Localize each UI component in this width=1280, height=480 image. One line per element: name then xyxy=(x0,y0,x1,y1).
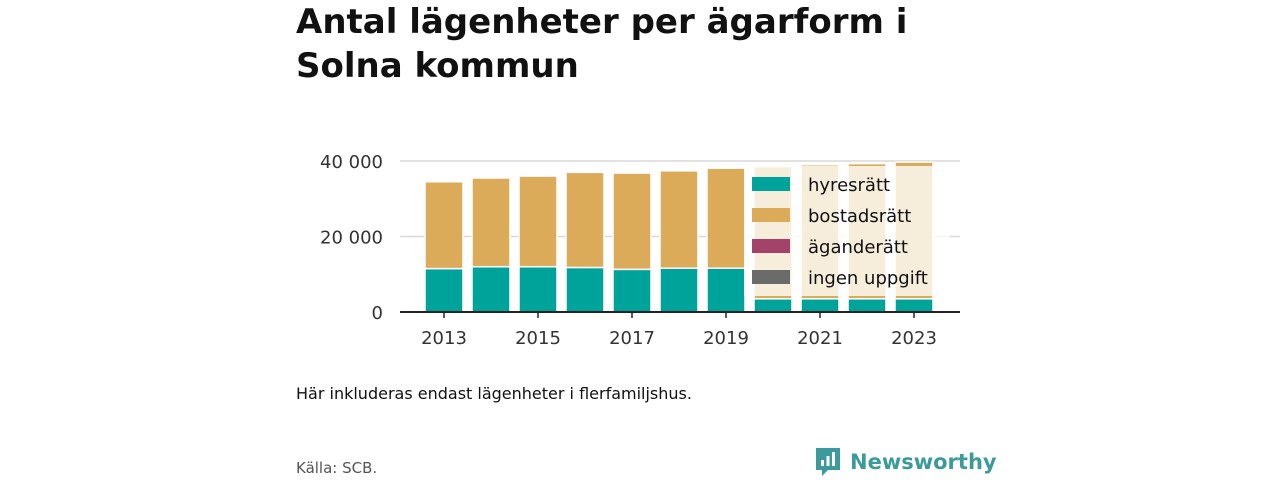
bar-segment xyxy=(471,177,511,268)
y-tick-label: 40 000 xyxy=(320,152,383,173)
legend-label: ingen uppgift xyxy=(808,268,928,289)
legend-swatch xyxy=(752,208,790,222)
chart-note: Här inkluderas endast lägenheter i flerf… xyxy=(296,384,692,403)
y-tick-label: 20 000 xyxy=(320,228,383,249)
chart-title: Antal lägenheter per ägarform i Solna ko… xyxy=(296,2,908,86)
bar-segment xyxy=(800,298,840,313)
x-tick-label: 2019 xyxy=(703,328,749,349)
newsworthy-logo-icon xyxy=(816,448,840,476)
y-tick-label: 0 xyxy=(372,303,383,324)
bar-segment xyxy=(424,181,464,270)
bar-segment xyxy=(847,298,887,313)
bar-segment xyxy=(753,298,793,313)
bar-segment xyxy=(659,267,699,313)
axes: 2013 2015 2017 2019 2021 2023 xyxy=(400,311,960,349)
bar-segment xyxy=(565,266,605,313)
source-text: Källa: SCB. xyxy=(296,459,378,477)
x-tick-label: 2021 xyxy=(797,328,843,349)
legend-swatch xyxy=(752,239,790,253)
legend-label: hyresrätt xyxy=(808,175,890,196)
newsworthy-logo: Newsworthy xyxy=(814,446,997,478)
x-tick-label: 2013 xyxy=(421,328,467,349)
bar-segment xyxy=(518,175,558,268)
x-tick-label: 2017 xyxy=(609,328,655,349)
bar-segment xyxy=(894,298,934,313)
bar-segment xyxy=(424,267,464,313)
legend: hyresrätt bostadsrätt äganderätt ingen uppg… xyxy=(744,166,950,296)
bar-segment xyxy=(565,171,605,269)
legend-label: bostadsrätt xyxy=(808,206,911,227)
legend-swatch xyxy=(752,270,790,284)
stacked-bar-chart: 0 20 000 40 000 2013 2015 2017 2019 2021 2023 h… xyxy=(320,152,960,349)
legend-swatch xyxy=(752,177,790,191)
bar-segment xyxy=(612,268,652,313)
bar-segment xyxy=(706,267,746,313)
bar-segment xyxy=(706,167,746,269)
bar-segment xyxy=(518,265,558,313)
bar-segment xyxy=(659,170,699,269)
logo-text: Newsworthy xyxy=(850,450,997,474)
x-tick-label: 2015 xyxy=(515,328,561,349)
x-tick-label: 2023 xyxy=(891,328,937,349)
legend-label: äganderätt xyxy=(808,237,908,258)
bar-segment xyxy=(612,172,652,271)
bar-segment xyxy=(471,265,511,313)
